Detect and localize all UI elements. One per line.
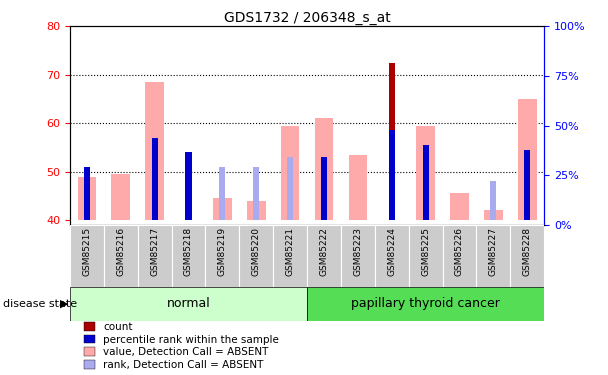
Text: GSM85228: GSM85228	[523, 227, 532, 276]
Bar	[185, 152, 192, 220]
Title: GDS1732 / 206348_s_at: GDS1732 / 206348_s_at	[224, 11, 390, 25]
Text: ▶: ▶	[60, 299, 68, 309]
Text: GSM85226: GSM85226	[455, 227, 464, 276]
Bar	[307, 287, 544, 321]
Bar	[206, 225, 240, 287]
Bar	[341, 225, 375, 287]
Text: GSM85223: GSM85223	[353, 227, 362, 276]
Bar	[247, 201, 266, 220]
Text: GSM85227: GSM85227	[489, 227, 498, 276]
Bar	[70, 225, 104, 287]
Bar	[375, 225, 409, 287]
Bar	[185, 155, 192, 220]
Bar	[443, 225, 477, 287]
Bar	[70, 287, 307, 321]
Bar	[111, 174, 130, 220]
Bar	[287, 157, 293, 220]
Bar	[171, 225, 206, 287]
Bar	[416, 126, 435, 220]
Text: GSM85217: GSM85217	[150, 227, 159, 276]
Text: GSM85225: GSM85225	[421, 227, 430, 276]
Bar	[281, 126, 299, 220]
Bar	[84, 167, 90, 220]
Bar	[151, 140, 157, 220]
Bar	[253, 167, 259, 220]
Text: GSM85219: GSM85219	[218, 227, 227, 276]
Text: GSM85215: GSM85215	[82, 227, 91, 276]
Bar	[104, 225, 137, 287]
Bar	[423, 145, 429, 220]
Bar	[450, 194, 469, 220]
Bar	[321, 157, 327, 220]
Bar	[518, 99, 536, 220]
Bar	[151, 138, 157, 220]
Text: GSM85220: GSM85220	[252, 227, 261, 276]
Bar	[484, 210, 503, 220]
Bar	[307, 225, 341, 287]
Text: papillary thyroid cancer: papillary thyroid cancer	[351, 297, 500, 310]
Bar	[389, 130, 395, 220]
Bar	[389, 63, 395, 220]
Text: GSM85218: GSM85218	[184, 227, 193, 276]
Text: disease state: disease state	[3, 299, 77, 309]
Bar	[510, 225, 544, 287]
Bar	[137, 225, 171, 287]
Bar	[423, 147, 429, 220]
Bar	[409, 225, 443, 287]
Bar	[145, 82, 164, 220]
Bar	[348, 155, 367, 220]
Bar	[315, 118, 333, 220]
Text: GSM85224: GSM85224	[387, 227, 396, 276]
Bar	[524, 150, 530, 220]
Bar	[490, 182, 496, 220]
Bar	[78, 177, 96, 220]
Legend: count, percentile rank within the sample, value, Detection Call = ABSENT, rank, : count, percentile rank within the sample…	[85, 322, 279, 370]
Bar	[477, 225, 510, 287]
Bar	[240, 225, 273, 287]
Bar	[219, 167, 226, 220]
Text: normal: normal	[167, 297, 210, 310]
Text: GSM85221: GSM85221	[286, 227, 295, 276]
Text: GSM85222: GSM85222	[319, 227, 328, 276]
Bar	[213, 198, 232, 220]
Bar	[273, 225, 307, 287]
Text: GSM85216: GSM85216	[116, 227, 125, 276]
Bar	[524, 152, 530, 220]
Bar	[321, 157, 327, 220]
